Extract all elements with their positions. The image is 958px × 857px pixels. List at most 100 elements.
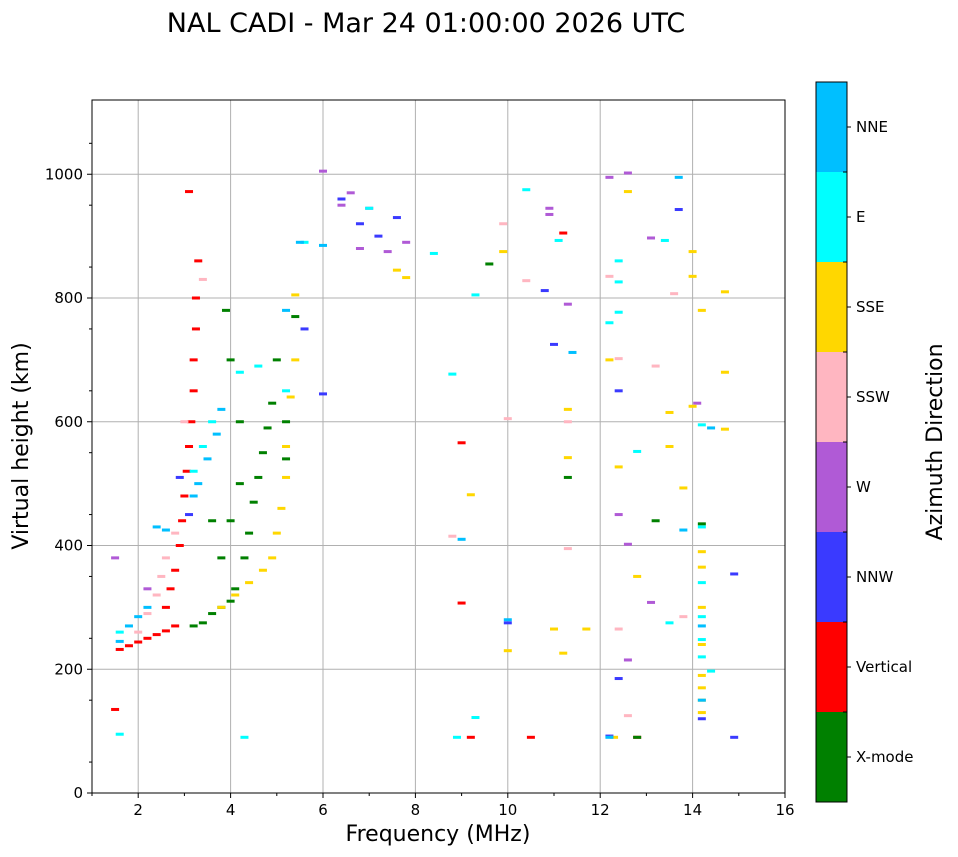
echo-point-nne bbox=[674, 175, 683, 179]
y-tick-label: 800 bbox=[54, 289, 83, 307]
echo-point-nnw bbox=[674, 208, 683, 212]
echo-point-vertical bbox=[185, 445, 194, 448]
echo-point-x-mode bbox=[485, 262, 494, 266]
echo-point-nne bbox=[295, 240, 304, 244]
echo-point-vertical bbox=[161, 605, 170, 609]
echo-point-x-mode bbox=[282, 420, 291, 424]
echo-point-x-mode bbox=[208, 612, 217, 616]
echo-point-e bbox=[707, 669, 716, 673]
echo-point-sse bbox=[688, 250, 697, 254]
echo-point-x-mode bbox=[221, 308, 230, 312]
echo-point-sse bbox=[720, 370, 729, 374]
echo-point-sse bbox=[633, 574, 642, 578]
echo-point-sse bbox=[559, 651, 568, 655]
echo-point-nne bbox=[679, 528, 688, 532]
echo-point-e bbox=[208, 420, 217, 424]
x-tick-label: 16 bbox=[775, 801, 794, 819]
echo-point-vertical bbox=[526, 735, 535, 739]
plot-area bbox=[92, 100, 785, 793]
echo-point-sse bbox=[605, 358, 614, 362]
echo-point-sse bbox=[697, 673, 706, 677]
echo-point-sse bbox=[582, 627, 591, 631]
colorbar-segment bbox=[816, 82, 847, 172]
echo-point-sse bbox=[720, 290, 729, 294]
echo-point-ssw bbox=[171, 531, 180, 535]
echo-point-vertical bbox=[182, 469, 191, 473]
echo-point-sse bbox=[697, 605, 706, 609]
x-axis-ticks: 2 4 6 8 10 12 14 16 bbox=[91, 793, 795, 819]
echo-point-vertical bbox=[191, 327, 200, 331]
echo-point-w bbox=[355, 247, 364, 250]
echo-point-sse bbox=[277, 506, 286, 510]
colorbar-segment bbox=[816, 712, 847, 802]
echo-point-sse bbox=[466, 493, 475, 497]
echo-point-sse bbox=[610, 735, 619, 739]
x-tick-label: 4 bbox=[226, 801, 236, 819]
echo-point-x-mode bbox=[633, 735, 642, 739]
echo-point-nne bbox=[707, 426, 716, 430]
echo-point-w bbox=[647, 236, 656, 240]
echo-point-nnw bbox=[392, 216, 401, 220]
echo-point-nne bbox=[457, 537, 466, 541]
echo-point-e bbox=[235, 370, 244, 374]
echo-point-x-mode bbox=[272, 358, 281, 362]
colorbar-label: Azimuth Direction bbox=[923, 343, 948, 540]
echo-point-vertical bbox=[559, 231, 568, 235]
echo-point-e bbox=[198, 445, 207, 448]
echo-point-nne bbox=[319, 243, 327, 247]
echo-point-vertical bbox=[161, 629, 170, 633]
x-tick-label: 8 bbox=[411, 801, 421, 819]
echo-point-vertical bbox=[185, 190, 194, 194]
echo-point-w bbox=[623, 658, 632, 662]
colorbar-segment bbox=[816, 532, 847, 622]
echo-point-nne bbox=[134, 615, 143, 619]
echo-point-x-mode bbox=[240, 556, 249, 560]
colorbar-segment bbox=[816, 172, 847, 262]
echo-point-ssw bbox=[161, 556, 170, 560]
echo-point-w bbox=[383, 250, 392, 254]
echo-point-sse bbox=[697, 308, 706, 312]
echo-point-sse bbox=[499, 250, 508, 254]
echo-point-sse bbox=[563, 456, 572, 460]
echo-point-e bbox=[115, 630, 124, 634]
echo-point-sse bbox=[268, 556, 277, 560]
data-points bbox=[111, 169, 739, 739]
y-tick-label: 600 bbox=[54, 413, 83, 431]
echo-point-nnw bbox=[614, 677, 623, 681]
echo-point-sse bbox=[665, 445, 674, 448]
echo-point-x-mode bbox=[189, 624, 198, 628]
echo-point-nne bbox=[152, 525, 161, 529]
echo-point-x-mode bbox=[198, 621, 207, 625]
echo-point-x-mode bbox=[235, 420, 244, 424]
y-tick-label: 0 bbox=[73, 784, 83, 802]
echo-point-sse bbox=[665, 410, 674, 414]
y-axis-ticks: 0 200 400 600 800 1000 bbox=[45, 142, 92, 802]
y-axis-label: Virtual height (km) bbox=[9, 342, 34, 549]
echo-point-nne bbox=[212, 432, 221, 436]
echo-point-nnw bbox=[540, 289, 549, 293]
echo-point-w bbox=[623, 171, 632, 175]
echo-point-sse bbox=[697, 565, 706, 569]
echo-point-sse bbox=[217, 605, 226, 609]
echo-point-nnw bbox=[300, 327, 309, 331]
echo-point-ssw bbox=[134, 630, 143, 634]
echo-point-nne bbox=[143, 605, 152, 609]
echo-point-sse bbox=[282, 445, 291, 448]
echo-point-nnw bbox=[503, 621, 512, 625]
echo-point-x-mode bbox=[254, 475, 263, 479]
colorbar-tick-label: Vertical bbox=[856, 658, 912, 676]
colorbar-tick-label: E bbox=[856, 208, 865, 226]
echo-point-w bbox=[545, 206, 554, 210]
echo-point-vertical bbox=[166, 587, 175, 591]
echo-point-sse bbox=[697, 643, 706, 646]
echo-point-nnw bbox=[374, 234, 383, 238]
echo-point-e bbox=[554, 238, 563, 242]
x-axis-label: Frequency (MHz) bbox=[346, 822, 531, 847]
echo-point-sse bbox=[286, 395, 295, 399]
echo-point-sse bbox=[688, 274, 697, 278]
echo-point-w bbox=[143, 587, 152, 591]
echo-point-nnw bbox=[550, 342, 558, 346]
echo-point-ssw bbox=[614, 357, 623, 361]
x-tick-label: 14 bbox=[683, 801, 702, 819]
echo-point-e bbox=[665, 621, 674, 625]
